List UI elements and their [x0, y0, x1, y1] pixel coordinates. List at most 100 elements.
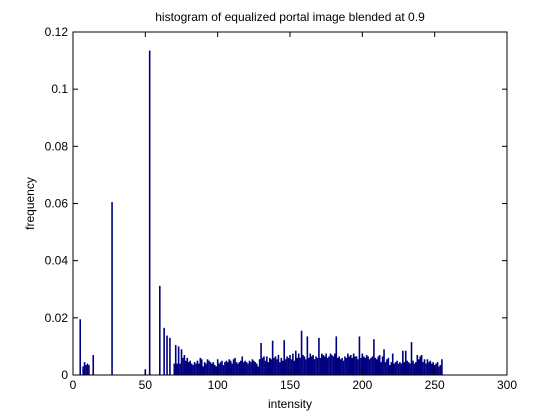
histogram-bar [351, 357, 354, 375]
histogram-bar [169, 337, 171, 375]
histogram-bar [308, 357, 310, 375]
y-tick-label: 0.08 [45, 139, 69, 153]
histogram-bar [280, 357, 283, 375]
histogram-bar [176, 363, 178, 375]
histogram-bar [373, 339, 375, 375]
histogram-bar [159, 285, 161, 375]
histogram-bar [331, 354, 333, 375]
histogram-bar [234, 357, 236, 375]
histogram-bar [413, 363, 416, 375]
histogram-bar [92, 354, 95, 375]
histogram-bar [284, 359, 287, 375]
histogram-bar [283, 340, 286, 375]
y-axis-ticks: 0 0.02 0.04 0.06 0.08 0.1 0.12 [45, 25, 507, 382]
histogram-bar [277, 354, 280, 375]
histogram-bar [390, 362, 393, 375]
x-tick-label: 250 [425, 378, 445, 392]
histogram-bar [226, 362, 229, 375]
histogram-bar [253, 360, 255, 375]
histogram-bar [257, 366, 259, 375]
histogram-bar [384, 362, 387, 375]
histogram-bar [247, 363, 249, 375]
histogram-bar [229, 360, 232, 375]
histogram-bar [251, 359, 254, 375]
histogram-bar [396, 360, 398, 375]
histogram-bar [88, 365, 90, 375]
histogram-bar [266, 356, 268, 375]
histogram-bar [348, 356, 351, 375]
histogram-bars [79, 50, 443, 375]
histogram-bar [400, 363, 403, 375]
histogram-bar [432, 362, 435, 375]
x-tick-label: 150 [280, 378, 300, 392]
histogram-bar [187, 362, 190, 375]
histogram-bar [339, 359, 342, 375]
histogram-bar [258, 359, 261, 375]
histogram-bar [163, 327, 165, 375]
histogram-bar [216, 359, 219, 375]
histogram-bar [329, 353, 332, 375]
histogram-bar [322, 354, 325, 375]
histogram-bar [296, 357, 299, 375]
histogram-bar [203, 362, 206, 375]
histogram-bar [393, 363, 395, 375]
histogram-bar [428, 362, 430, 375]
histogram-bar [368, 359, 371, 375]
x-axis-label: intensity [268, 397, 312, 411]
histogram-bar [425, 363, 427, 375]
histogram-bar [419, 356, 421, 375]
histogram-bar [85, 365, 87, 375]
histogram-bar [371, 356, 374, 375]
histogram-bar [365, 354, 368, 375]
histogram-bar [205, 363, 207, 375]
histogram-bar [250, 362, 252, 375]
x-tick-label: 100 [208, 378, 228, 392]
histogram-bar [274, 356, 277, 375]
histogram-bar [180, 349, 183, 375]
histogram-bar [410, 342, 413, 375]
y-tick-label: 0.02 [45, 311, 69, 325]
histogram-bar [323, 356, 326, 375]
histogram-bar [430, 363, 433, 375]
histogram-bar [83, 362, 86, 375]
histogram-bar [195, 363, 197, 375]
histogram-bar [355, 356, 358, 375]
histogram-bar [267, 362, 270, 375]
histogram-bar [336, 357, 339, 375]
histogram-bar [416, 354, 419, 375]
histogram-bar [309, 353, 312, 375]
histogram-bar [409, 363, 411, 375]
histogram-bar [378, 354, 381, 375]
histogram-bar [316, 357, 319, 375]
histogram-bar [183, 354, 186, 375]
histogram-bar [302, 354, 304, 375]
histogram-bar [200, 359, 203, 375]
histogram-bar [349, 354, 352, 375]
histogram-bar [399, 362, 401, 375]
histogram-bar [300, 330, 303, 375]
histogram-bar [381, 356, 384, 375]
histogram-bar [361, 353, 364, 375]
histogram-bar [376, 359, 378, 375]
histogram-bar [338, 356, 340, 375]
histogram-bar [389, 365, 391, 375]
y-tick-label: 0.12 [45, 25, 69, 39]
histogram-bar [306, 336, 309, 375]
histogram-bar [199, 357, 202, 375]
histogram-bar [332, 356, 335, 375]
histogram-bar [406, 360, 408, 375]
y-tick-label: 0.06 [45, 197, 69, 211]
histogram-bar [182, 357, 184, 375]
histogram-bar [174, 344, 177, 375]
histogram-bar [192, 365, 194, 375]
histogram-bar [367, 356, 369, 375]
histogram-bar [341, 357, 343, 375]
histogram-bar [345, 357, 348, 375]
histogram-bar [404, 350, 407, 375]
histogram-bar [426, 359, 429, 375]
histogram-bar [222, 365, 225, 375]
histogram-bar [185, 360, 187, 375]
chart-title: histogram of equalized portal image blen… [155, 10, 425, 24]
histogram-bar [240, 360, 242, 375]
